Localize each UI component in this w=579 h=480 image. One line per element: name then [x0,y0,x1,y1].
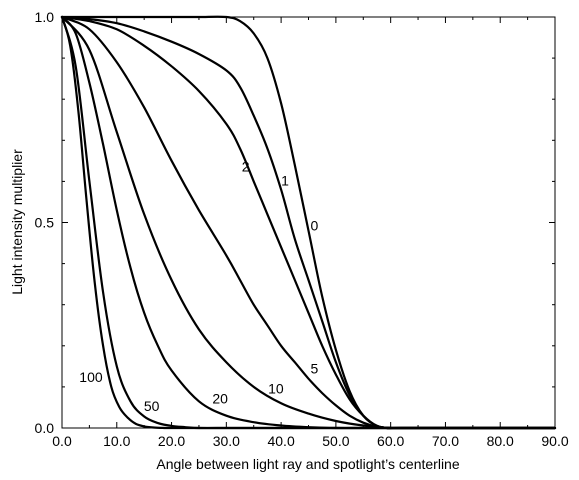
x-tick-label: 0.0 [52,433,72,449]
x-tick-label: 50.0 [322,433,349,449]
y-axis-label: Light intensity multiplier [9,149,25,295]
curve-label-100: 100 [79,369,103,385]
y-tick-label: 0.0 [35,420,55,436]
y-tick-label: 0.5 [35,215,55,231]
x-axis-label: Angle between light ray and spotlight’s … [156,456,459,472]
x-tick-label: 90.0 [541,433,568,449]
x-tick-label: 30.0 [213,433,240,449]
curve-50 [60,15,557,430]
curve-10 [60,15,557,430]
x-tick-label: 60.0 [377,433,404,449]
curve-label-2: 2 [242,158,250,174]
axis-ticks: 0.0 10.0 20.0 30.0 40.0 50.0 60.0 70.0 80.0 90.00… [35,9,569,449]
curves [60,15,557,430]
curve-5 [60,15,557,430]
plot-frame [61,16,556,429]
curve-label-1: 1 [281,173,289,189]
curve-2 [60,15,557,430]
curve-label-20: 20 [212,391,228,407]
curve-1 [60,15,557,430]
curve-100 [60,15,557,430]
curve-label-5: 5 [311,361,319,377]
curve-0 [60,15,557,430]
y-tick-label: 1.0 [35,9,55,25]
curve-labels: 0 1 2 5 10 20 50 100 [79,158,318,414]
x-tick-label: 80.0 [487,433,514,449]
curve-20 [60,15,557,430]
x-tick-label: 70.0 [432,433,459,449]
curve-label-50: 50 [144,398,160,414]
curve-label-10: 10 [268,380,284,396]
curve-label-0: 0 [311,218,319,234]
x-tick-label: 20.0 [158,433,185,449]
x-tick-label: 40.0 [267,433,294,449]
x-tick-label: 10.0 [103,433,130,449]
